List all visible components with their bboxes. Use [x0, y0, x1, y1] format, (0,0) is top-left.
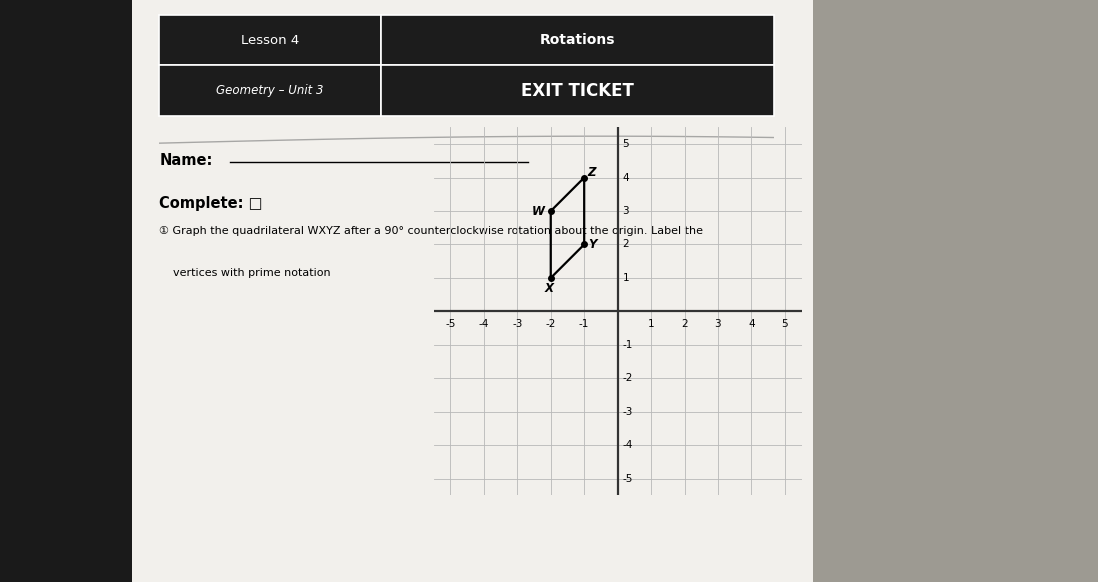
Text: -4: -4	[479, 319, 489, 329]
Text: -1: -1	[623, 340, 634, 350]
Text: 1: 1	[623, 273, 629, 283]
Bar	[159, 15, 381, 65]
Bar	[132, 0, 813, 582]
Bar	[813, 0, 1098, 582]
Bar	[381, 15, 774, 65]
Text: 3: 3	[623, 206, 629, 216]
Text: Y: Y	[589, 238, 597, 251]
Text: Complete: □: Complete: □	[159, 196, 262, 211]
Bar	[159, 65, 381, 116]
Text: 2: 2	[681, 319, 687, 329]
Text: Lesson 4: Lesson 4	[240, 34, 299, 47]
Text: 4: 4	[748, 319, 754, 329]
Text: Rotations: Rotations	[539, 33, 615, 47]
Text: -5: -5	[446, 319, 456, 329]
Text: -2: -2	[546, 319, 556, 329]
Text: EXIT TICKET: EXIT TICKET	[520, 82, 634, 100]
Text: ① Graph the quadrilateral WXYZ after a 90° counterclockwise rotation about the o: ① Graph the quadrilateral WXYZ after a 9…	[159, 226, 703, 236]
Text: 1: 1	[648, 319, 654, 329]
Text: -3: -3	[623, 407, 634, 417]
Text: 5: 5	[782, 319, 788, 329]
Bar	[813, 0, 1098, 582]
Text: 3: 3	[715, 319, 721, 329]
Text: Z: Z	[587, 166, 596, 179]
Bar	[381, 65, 774, 116]
Text: -5: -5	[623, 474, 634, 484]
Text: Geometry – Unit 3: Geometry – Unit 3	[216, 84, 324, 97]
Text: -1: -1	[579, 319, 590, 329]
Bar	[0, 0, 132, 582]
Text: -3: -3	[512, 319, 523, 329]
Text: -4: -4	[623, 440, 634, 450]
Text: 2: 2	[623, 239, 629, 250]
Text: vertices with prime notation: vertices with prime notation	[159, 268, 330, 278]
Text: -2: -2	[623, 373, 634, 384]
Text: 5: 5	[623, 139, 629, 149]
Text: W: W	[531, 204, 545, 218]
Text: Name:: Name:	[159, 153, 213, 168]
Text: X: X	[545, 282, 553, 295]
Text: 4: 4	[623, 173, 629, 183]
